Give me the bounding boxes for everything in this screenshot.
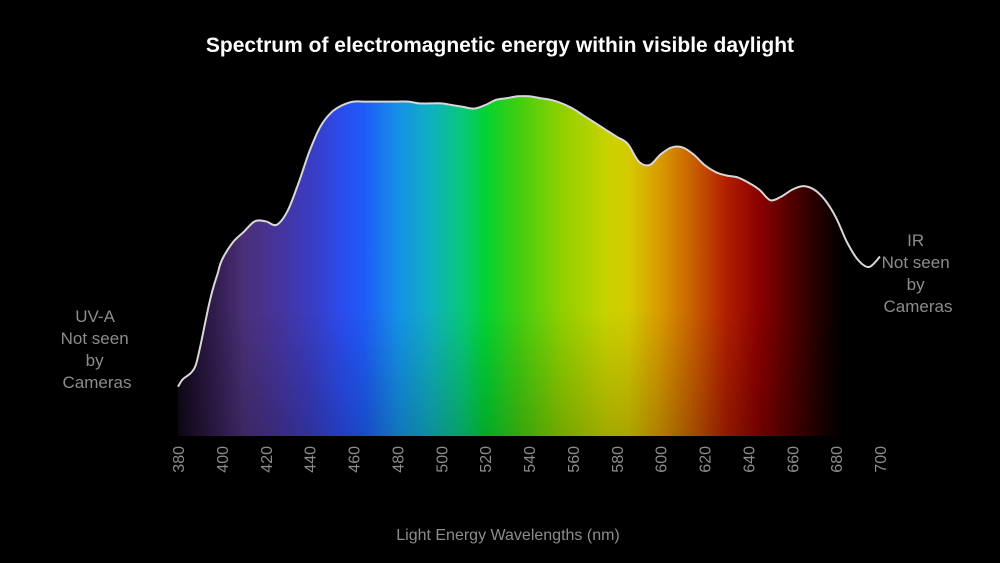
tick-label-520: 520 [478, 446, 495, 473]
tick-label-620: 620 [698, 446, 715, 473]
x-axis-label: Light Energy Wavelengths (nm) [396, 527, 620, 544]
tick-label-660: 660 [785, 446, 802, 473]
ir-label: IR Not seen by Cameras [882, 231, 955, 316]
tick-label-420: 420 [259, 446, 276, 473]
ir-line: IR [907, 231, 924, 250]
chart-title: Spectrum of electromagnetic energy withi… [206, 34, 794, 57]
uv-cameras-line: Cameras [63, 373, 132, 392]
spectrum-area [178, 96, 843, 436]
spectrum-curve [177, 95, 881, 388]
tick-label-400: 400 [215, 446, 232, 473]
uv-a-line: UV-A [75, 307, 115, 326]
tick-label-500: 500 [434, 446, 451, 473]
ir-cameras-line: Cameras [884, 297, 953, 316]
tick-label-560: 560 [566, 446, 583, 473]
uv-not-seen-line: Not seen [61, 329, 129, 348]
tick-label-600: 600 [654, 446, 671, 473]
ir-not-seen-line: Not seen [882, 253, 950, 272]
tick-label-700: 700 [873, 446, 890, 473]
tick-label-460: 460 [347, 446, 364, 473]
spectrum-area-layer [178, 96, 843, 436]
tick-label-640: 640 [741, 446, 758, 473]
x-axis-ticks: 380 400 420 440 460 480 500 520 540 560 580 600 620 6… [171, 446, 890, 473]
curve-layer [177, 95, 881, 388]
tick-label-480: 480 [390, 446, 407, 473]
tick-label-540: 540 [522, 446, 539, 473]
ir-by-line: by [907, 275, 925, 294]
uv-a-label: UV-A Not seen by Cameras [61, 307, 134, 392]
tick-label-380: 380 [171, 446, 188, 473]
tick-label-580: 580 [610, 446, 627, 473]
tick-label-440: 440 [303, 446, 320, 473]
tick-label-680: 680 [829, 446, 846, 473]
uv-by-line: by [86, 351, 104, 370]
